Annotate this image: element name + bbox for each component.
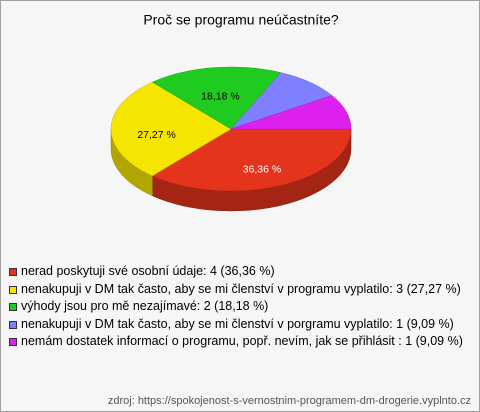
pie-slice — [230, 95, 352, 130]
pie-slice — [151, 66, 282, 130]
legend-item: nenakupuji v DM tak často, aby se mi čle… — [9, 316, 471, 332]
slice-label: 36,36 % — [243, 164, 282, 176]
legend: nerad poskytuji své osobní údaje: 4 (36,… — [9, 264, 471, 353]
legend-item: nemám dostatek informací o programu, pop… — [9, 334, 471, 349]
legend-swatch — [9, 303, 17, 311]
slice-label: 27,27 % — [137, 129, 176, 141]
chart-title: Proč se programu neúčastníte? — [143, 12, 339, 28]
legend-label: nerad poskytuji své osobní údaje: 4 (36,… — [21, 264, 275, 278]
legend-swatch — [9, 285, 17, 294]
source-note: zdroj: https://spokojenost-s-vernostnim-… — [107, 395, 471, 407]
legend-item: výhody jsou pro mě nezajímavé: 2 (18,18 … — [9, 299, 471, 314]
legend-swatch — [9, 338, 17, 346]
legend-label: výhody jsou pro mě nezajímavé: 2 (18,18 … — [21, 299, 269, 313]
pie-slice — [110, 81, 232, 177]
slice-label: 18,18 % — [201, 91, 240, 103]
legend-label: nenakupuji v DM tak často, aby se mi čle… — [21, 316, 454, 331]
legend-item: nenakupuji v DM tak často, aby se mi čle… — [9, 281, 471, 297]
legend-swatch — [9, 268, 17, 276]
legend-swatch — [9, 320, 17, 329]
legend-label: nemám dostatek informací o programu, pop… — [21, 334, 463, 348]
chart: Proč se programu neúčastníte? 36,36 % 27,… — [110, 12, 352, 212]
pie-slice — [151, 128, 352, 192]
legend-label: nenakupuji v DM tak často, aby se mi čle… — [21, 281, 461, 296]
legend-item: nerad poskytuji své osobní údaje: 4 (36,… — [9, 264, 471, 279]
